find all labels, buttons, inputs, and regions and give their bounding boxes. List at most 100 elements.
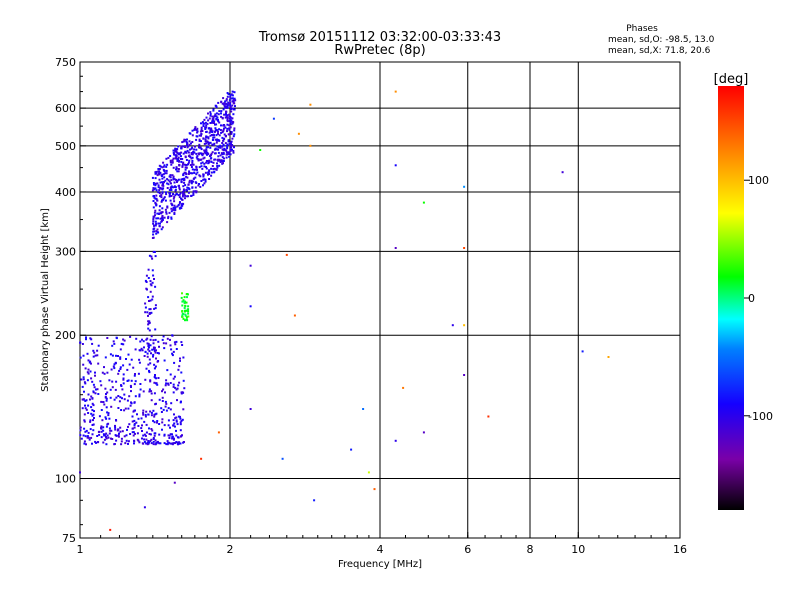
trace-point <box>218 121 221 124</box>
trace-point <box>118 432 120 435</box>
trace-point <box>177 158 180 161</box>
trace-point <box>189 156 192 158</box>
trace-point <box>85 429 88 432</box>
trace-point <box>162 168 165 171</box>
trace-point <box>137 372 140 375</box>
trace-point <box>86 379 89 382</box>
colorbar-tick-label: 0 <box>748 292 755 305</box>
trace-point <box>171 442 174 445</box>
trace-point <box>83 440 86 443</box>
trace-point <box>181 344 184 346</box>
trace-point <box>161 400 164 402</box>
trace-point <box>212 136 215 139</box>
trace-point <box>215 106 218 109</box>
trace-point <box>154 177 157 180</box>
trace-point <box>211 115 214 118</box>
trace-point <box>190 157 193 160</box>
trace-point <box>162 388 165 391</box>
trace-point <box>168 193 171 196</box>
trace-point <box>142 411 145 414</box>
trace-point <box>161 177 164 180</box>
trace-point <box>138 349 141 352</box>
trace-point <box>163 434 166 437</box>
trace-point <box>183 179 186 181</box>
trace-point <box>227 140 230 143</box>
trace-point <box>212 133 215 136</box>
trace-point <box>183 307 186 309</box>
trace-point <box>111 438 114 440</box>
trace-point <box>158 168 161 170</box>
trace-point <box>229 104 232 107</box>
trace-point <box>152 230 155 233</box>
trace-point <box>200 128 203 131</box>
trace-point <box>161 181 164 184</box>
trace-point <box>177 441 179 444</box>
y-tick-label: 75 <box>62 532 76 545</box>
scatter-point <box>463 247 466 249</box>
trace-point <box>181 391 184 394</box>
trace-point <box>176 170 179 173</box>
trace-point <box>162 161 165 164</box>
trace-point <box>222 162 224 165</box>
trace-point <box>127 440 130 443</box>
trace-point <box>106 371 109 374</box>
trace-point <box>184 314 187 317</box>
trace-point <box>173 211 176 214</box>
trace-point <box>201 121 204 124</box>
trace-point <box>167 419 170 422</box>
trace-point <box>168 437 171 439</box>
trace-point <box>105 425 108 428</box>
trace-point <box>154 328 157 331</box>
trace-point <box>205 166 207 168</box>
trace-point <box>188 159 191 162</box>
trace-point <box>145 431 148 434</box>
trace-point <box>223 133 226 136</box>
trace-point <box>188 181 191 184</box>
trace-point <box>120 443 123 446</box>
trace-point <box>100 426 102 429</box>
trace-point <box>153 415 156 418</box>
trace-point <box>82 354 85 357</box>
trace-point <box>226 117 229 120</box>
trace-point <box>89 428 92 431</box>
trace-point <box>221 142 224 144</box>
trace-point <box>99 380 102 383</box>
trace-point <box>170 179 173 182</box>
trace-point <box>105 435 107 438</box>
trace-point <box>212 116 215 119</box>
trace-point <box>183 138 186 141</box>
trace-point <box>184 138 187 141</box>
trace-point <box>172 149 175 152</box>
trace-point <box>149 379 152 382</box>
trace-point <box>145 438 148 441</box>
trace-point <box>148 369 150 372</box>
trace-point <box>215 141 218 144</box>
trace-point <box>150 442 153 445</box>
trace-point <box>228 102 230 105</box>
trace-point <box>220 152 223 155</box>
trace-point <box>127 379 130 382</box>
trace-point <box>161 226 164 229</box>
trace-point <box>151 257 154 260</box>
trace-point <box>187 305 190 308</box>
trace-point <box>181 310 184 313</box>
trace-point <box>230 110 233 113</box>
trace-point <box>224 113 227 116</box>
trace-point <box>149 299 152 302</box>
trace-point <box>111 380 114 383</box>
trace-point <box>186 146 189 149</box>
trace-point <box>122 378 125 381</box>
trace-point <box>177 178 180 181</box>
trace-point <box>152 440 155 443</box>
trace-point <box>181 165 184 168</box>
trace-point <box>161 428 163 431</box>
trace-point <box>195 129 198 131</box>
trace-point <box>105 417 108 420</box>
trace-point <box>195 173 198 176</box>
trace-point <box>183 163 186 166</box>
trace-point <box>174 417 177 420</box>
trace-point <box>108 427 111 430</box>
trace-point <box>220 115 223 118</box>
trace-point <box>134 395 137 398</box>
trace-point <box>176 423 179 426</box>
